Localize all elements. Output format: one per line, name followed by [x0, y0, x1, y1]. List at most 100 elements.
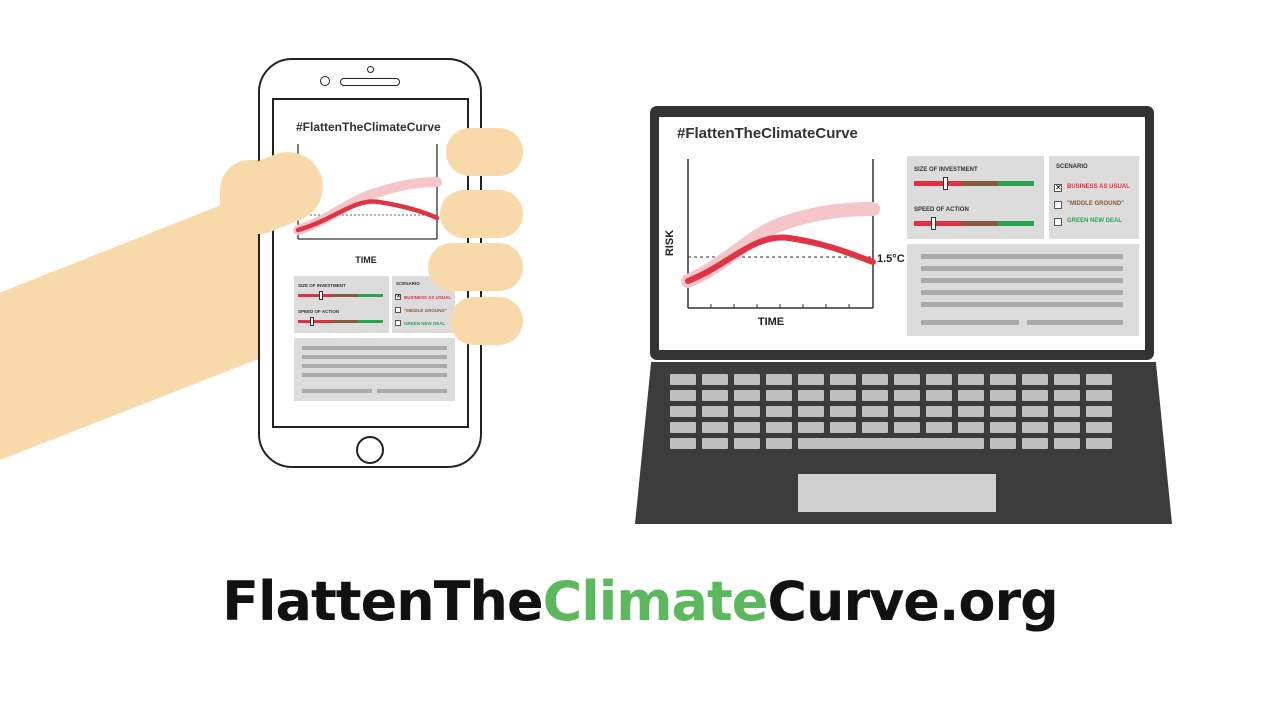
- keyboard-key[interactable]: [1086, 390, 1112, 401]
- keyboard-key[interactable]: [1022, 406, 1048, 417]
- keyboard-key[interactable]: [894, 390, 920, 401]
- speed-slider-thumb[interactable]: [931, 217, 936, 230]
- keyboard-key[interactable]: [990, 406, 1016, 417]
- laptop-display: #FlattenTheClimateCurve RISK TIME 1.5°C: [659, 117, 1145, 350]
- keyboard-key[interactable]: [798, 422, 824, 433]
- keyboard-key[interactable]: [830, 422, 856, 433]
- scenario-option-green[interactable]: GREEN NEW DEAL: [404, 321, 446, 326]
- keyboard-key[interactable]: [670, 390, 696, 401]
- keyboard-key[interactable]: [1086, 438, 1112, 449]
- scenario-option-middle[interactable]: "MIDDLE GROUND": [1067, 201, 1125, 207]
- keyboard-key[interactable]: [990, 438, 1016, 449]
- keyboard-key[interactable]: [1054, 374, 1080, 385]
- trackpad[interactable]: [798, 474, 996, 512]
- keyboard-key[interactable]: [734, 406, 760, 417]
- investment-label: SIZE OF INVESTMENT: [914, 167, 978, 173]
- keyboard-spacebar[interactable]: [798, 438, 984, 449]
- keyboard-key[interactable]: [958, 406, 984, 417]
- keyboard-key[interactable]: [894, 374, 920, 385]
- hand-finger: [428, 243, 523, 291]
- keyboard-key[interactable]: [862, 374, 888, 385]
- keyboard-key[interactable]: [702, 374, 728, 385]
- keyboard-key[interactable]: [990, 374, 1016, 385]
- text-line: [302, 355, 447, 359]
- keyboard-key[interactable]: [734, 422, 760, 433]
- keyboard-key[interactable]: [798, 390, 824, 401]
- keyboard-key[interactable]: [798, 374, 824, 385]
- keyboard-key[interactable]: [766, 390, 792, 401]
- keyboard-key[interactable]: [990, 422, 1016, 433]
- keyboard-key[interactable]: [862, 390, 888, 401]
- scenario-option-middle[interactable]: "MIDDLE GROUND": [404, 308, 447, 313]
- scenario-option-business[interactable]: BUSINESS AS USUAL: [1067, 184, 1130, 190]
- keyboard-key[interactable]: [670, 374, 696, 385]
- keyboard-key[interactable]: [1022, 438, 1048, 449]
- investment-slider[interactable]: [298, 294, 383, 297]
- keyboard-key[interactable]: [1022, 422, 1048, 433]
- keyboard-key[interactable]: [926, 374, 952, 385]
- investment-slider[interactable]: [914, 181, 1034, 186]
- keyboard-key[interactable]: [702, 438, 728, 449]
- speed-slider[interactable]: [298, 320, 383, 323]
- text-button-bar[interactable]: [921, 320, 1019, 325]
- investment-slider-thumb[interactable]: [943, 177, 948, 190]
- keyboard-key[interactable]: [702, 390, 728, 401]
- keyboard-key[interactable]: [766, 374, 792, 385]
- scenario-checkbox-business[interactable]: ✕: [1054, 183, 1062, 192]
- keyboard-key[interactable]: [1086, 406, 1112, 417]
- scenario-option-business[interactable]: BUSINESS AS USUAL: [404, 295, 452, 300]
- keyboard-key[interactable]: [958, 390, 984, 401]
- keyboard-key[interactable]: [926, 390, 952, 401]
- keyboard-key[interactable]: [830, 390, 856, 401]
- keyboard-key[interactable]: [670, 422, 696, 433]
- text-button-bar[interactable]: [302, 389, 372, 393]
- keyboard-key[interactable]: [766, 422, 792, 433]
- scenario-option-green[interactable]: GREEN NEW DEAL: [1067, 218, 1123, 224]
- phone-home-button[interactable]: [356, 436, 384, 464]
- text-button-bar[interactable]: [1027, 320, 1123, 325]
- speed-slider-thumb[interactable]: [310, 317, 314, 326]
- keyboard-key[interactable]: [734, 374, 760, 385]
- keyboard-key[interactable]: [1054, 390, 1080, 401]
- text-line: [921, 266, 1123, 271]
- text-line: [302, 364, 447, 368]
- keyboard-key[interactable]: [1086, 422, 1112, 433]
- keyboard-key[interactable]: [1086, 374, 1112, 385]
- text-button-bar[interactable]: [377, 389, 447, 393]
- keyboard-key[interactable]: [862, 422, 888, 433]
- keyboard-key[interactable]: [894, 406, 920, 417]
- keyboard-key[interactable]: [670, 438, 696, 449]
- scenario-checkbox-green[interactable]: [1054, 218, 1062, 226]
- keyboard-key[interactable]: [734, 438, 760, 449]
- scenario-checkbox-business[interactable]: ✕: [395, 294, 402, 300]
- keyboard-key[interactable]: [830, 406, 856, 417]
- keyboard-key[interactable]: [958, 422, 984, 433]
- keyboard-key[interactable]: [1054, 438, 1080, 449]
- keyboard-key[interactable]: [1022, 374, 1048, 385]
- keyboard-key[interactable]: [670, 406, 696, 417]
- keyboard-key[interactable]: [766, 406, 792, 417]
- scenario-checkbox-middle[interactable]: [395, 307, 401, 313]
- scenario-checkbox-green[interactable]: [395, 320, 401, 326]
- keyboard-key[interactable]: [990, 390, 1016, 401]
- site-url[interactable]: FlattenTheClimateCurve.org: [0, 570, 1280, 633]
- keyboard-key[interactable]: [798, 406, 824, 417]
- keyboard-key[interactable]: [1054, 406, 1080, 417]
- keyboard-key[interactable]: [702, 406, 728, 417]
- keyboard-key[interactable]: [894, 422, 920, 433]
- investment-slider-thumb[interactable]: [319, 291, 323, 300]
- keyboard-key[interactable]: [926, 406, 952, 417]
- keyboard-key[interactable]: [1054, 422, 1080, 433]
- keyboard-key[interactable]: [734, 390, 760, 401]
- keyboard-key[interactable]: [1022, 390, 1048, 401]
- speed-slider[interactable]: [914, 221, 1034, 226]
- keyboard-key[interactable]: [830, 374, 856, 385]
- keyboard-key[interactable]: [958, 374, 984, 385]
- text-line: [302, 346, 447, 350]
- keyboard-key[interactable]: [766, 438, 792, 449]
- keyboard-key[interactable]: [702, 422, 728, 433]
- keyboard-key[interactable]: [862, 406, 888, 417]
- scenario-checkbox-middle[interactable]: [1054, 201, 1062, 209]
- keyboard-key[interactable]: [926, 422, 952, 433]
- scenario-title: SCENARIO: [396, 281, 420, 286]
